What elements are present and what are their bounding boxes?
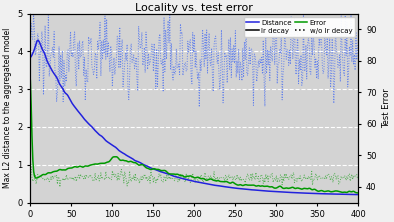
- Legend: Distance, lr decay, Error, w/o lr decay: Distance, lr decay, Error, w/o lr decay: [243, 17, 355, 37]
- Y-axis label: Test Error: Test Error: [382, 88, 391, 128]
- Title: Locality vs. test error: Locality vs. test error: [136, 3, 253, 13]
- Y-axis label: Max L2 distance to the aggregated model: Max L2 distance to the aggregated model: [3, 28, 12, 188]
